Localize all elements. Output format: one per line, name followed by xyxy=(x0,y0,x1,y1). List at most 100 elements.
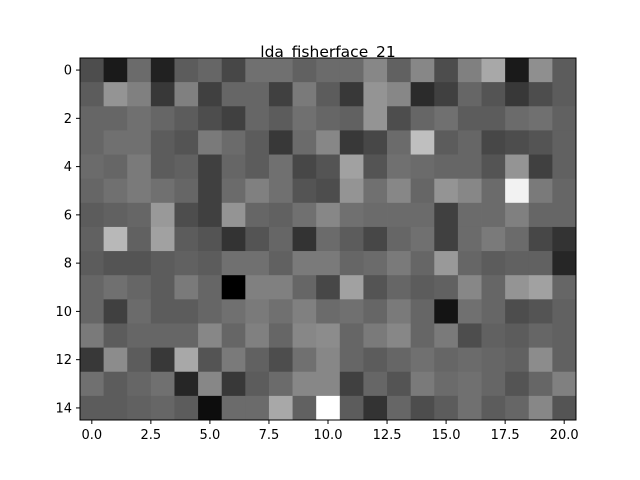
y-tick-label: 4 xyxy=(64,160,72,175)
heatmap-cell xyxy=(174,154,199,180)
heatmap-cell xyxy=(268,82,293,107)
heatmap-cell xyxy=(268,251,293,276)
heatmap-cell xyxy=(198,251,223,276)
heatmap-cell xyxy=(245,299,270,324)
heatmap-cell xyxy=(174,130,199,155)
heatmap-cell xyxy=(150,202,175,228)
heatmap-cell xyxy=(552,371,577,397)
heatmap-cell xyxy=(127,202,152,228)
heatmap-cell xyxy=(339,154,364,180)
y-tick-label: 8 xyxy=(64,257,72,272)
heatmap-cell xyxy=(221,178,246,204)
heatmap-cell xyxy=(528,395,553,421)
heatmap-cell xyxy=(363,106,388,131)
heatmap-cell xyxy=(198,178,223,204)
heatmap-cell xyxy=(410,202,435,228)
heatmap-cell xyxy=(339,82,364,107)
heatmap-cell xyxy=(505,178,530,204)
heatmap-cell xyxy=(457,106,482,131)
heatmap-cell xyxy=(80,395,105,421)
x-tick-label: 17.5 xyxy=(491,428,520,443)
heatmap-cell xyxy=(387,275,412,300)
heatmap-cell xyxy=(528,202,553,228)
heatmap-cell xyxy=(552,226,577,252)
heatmap-cell xyxy=(103,178,128,204)
heatmap-cell xyxy=(150,299,175,324)
heatmap-cell xyxy=(221,58,246,83)
heatmap-cell xyxy=(245,58,270,83)
heatmap-cell xyxy=(150,154,175,180)
heatmap-cell xyxy=(150,323,175,348)
heatmap-cell xyxy=(221,106,246,131)
heatmap-cell xyxy=(528,226,553,252)
heatmap-cell xyxy=(410,275,435,300)
heatmap-cell xyxy=(103,395,128,421)
heatmap-cell xyxy=(80,58,105,83)
heatmap-cell xyxy=(339,395,364,421)
heatmap-cell xyxy=(316,275,341,300)
heatmap-cell xyxy=(292,395,317,421)
heatmap-cell xyxy=(103,154,128,180)
heatmap-cell xyxy=(339,251,364,276)
heatmap-cell xyxy=(316,251,341,276)
heatmap-cell xyxy=(150,371,175,397)
heatmap-cell xyxy=(434,202,459,228)
heatmap-cell xyxy=(292,154,317,180)
heatmap-cell xyxy=(245,395,270,421)
y-axis: 0 2 4 6 8 10 12 14 xyxy=(55,64,80,416)
heatmap-cell xyxy=(292,178,317,204)
heatmap-cell xyxy=(434,226,459,252)
heatmap-cell xyxy=(363,251,388,276)
heatmap-cell xyxy=(292,299,317,324)
heatmap-cell xyxy=(457,82,482,107)
heatmap-cell xyxy=(387,202,412,228)
heatmap-cell xyxy=(410,251,435,276)
heatmap-cell xyxy=(434,395,459,421)
heatmap-cell xyxy=(198,347,223,373)
heatmap-cell xyxy=(528,106,553,131)
heatmap-cell xyxy=(80,82,105,107)
heatmap-cell xyxy=(434,154,459,180)
y-tick-label: 2 xyxy=(64,112,72,127)
heatmap-cell xyxy=(174,202,199,228)
x-tick-label: 7.5 xyxy=(259,428,280,443)
heatmap-cell xyxy=(387,82,412,107)
heatmap-cell xyxy=(505,154,530,180)
heatmap-cell xyxy=(245,178,270,204)
heatmap-cell xyxy=(528,299,553,324)
heatmap-cell xyxy=(268,178,293,204)
heatmap-cell xyxy=(103,58,128,83)
heatmap-cell xyxy=(80,226,105,252)
heatmap-cell xyxy=(268,299,293,324)
heatmap-cell xyxy=(552,82,577,107)
heatmap-cell xyxy=(174,347,199,373)
heatmap-cell xyxy=(245,251,270,276)
heatmap-cell xyxy=(457,154,482,180)
heatmap-cell xyxy=(505,395,530,421)
heatmap-cell xyxy=(457,275,482,300)
heatmap-cell xyxy=(339,202,364,228)
heatmap-cell xyxy=(127,106,152,131)
heatmap-cell xyxy=(410,299,435,324)
heatmap-cell xyxy=(80,106,105,131)
heatmap-cell xyxy=(316,395,341,421)
heatmap-cell xyxy=(505,251,530,276)
heatmap-cell xyxy=(103,299,128,324)
heatmap-cell xyxy=(434,323,459,348)
heatmap-cell xyxy=(80,371,105,397)
heatmap-cell xyxy=(292,251,317,276)
heatmap-cell xyxy=(339,226,364,252)
heatmap-cell xyxy=(292,58,317,83)
heatmap-cell xyxy=(103,202,128,228)
heatmap-cell xyxy=(505,130,530,155)
heatmap-cell xyxy=(103,347,128,373)
heatmap-cell xyxy=(103,130,128,155)
heatmap-cell xyxy=(198,371,223,397)
heatmap-cell xyxy=(552,299,577,324)
heatmap-cell xyxy=(174,178,199,204)
heatmap-cell xyxy=(292,226,317,252)
heatmap-cell xyxy=(457,226,482,252)
heatmap-cell xyxy=(127,299,152,324)
heatmap-cell xyxy=(457,58,482,83)
heatmap-cell xyxy=(552,106,577,131)
